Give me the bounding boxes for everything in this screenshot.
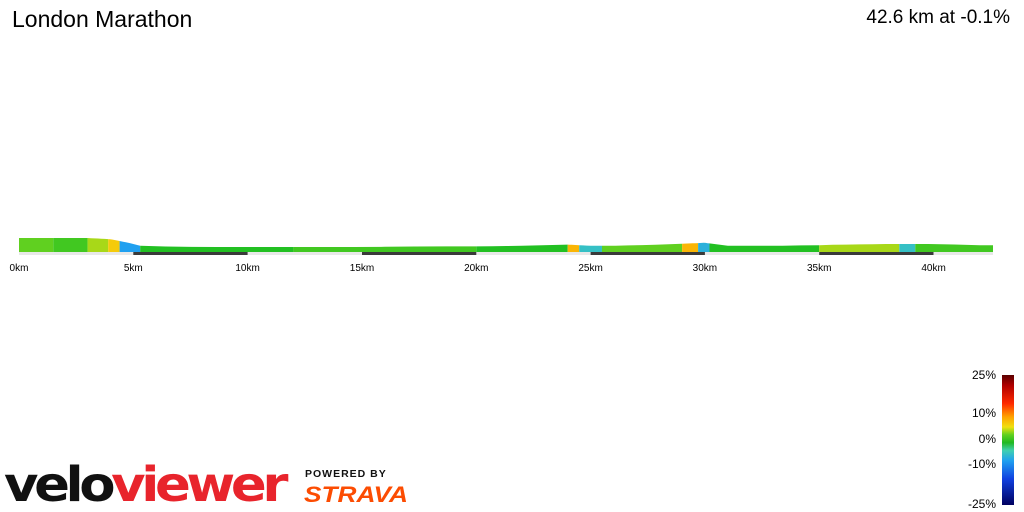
logo-viewer-text: viewer xyxy=(111,457,289,509)
grade-segment xyxy=(53,238,88,252)
profile-baseline xyxy=(19,252,993,255)
distance-band xyxy=(819,252,934,255)
legend-label-10: 10% xyxy=(972,406,996,420)
grade-segment xyxy=(476,244,568,252)
veloviewer-logo: velo viewer xyxy=(4,457,293,509)
grade-segment xyxy=(293,246,477,252)
legend-color-bar xyxy=(1002,375,1014,505)
grade-segment xyxy=(682,243,699,252)
x-tick-label: 25km xyxy=(578,263,602,274)
x-tick-label: 20km xyxy=(464,263,488,274)
x-tick-label: 35km xyxy=(807,263,831,274)
legend-label-minus-25: -25% xyxy=(968,497,996,511)
powered-by-text: POWERED BY xyxy=(305,468,387,480)
distance-band xyxy=(133,252,248,255)
x-tick-label: 15km xyxy=(350,263,374,274)
route-summary: 42.6 km at -0.1% xyxy=(866,7,1010,28)
x-tick-label: 30km xyxy=(693,263,717,274)
powered-by-strava-logo: POWERED BY STRAVA xyxy=(304,468,408,506)
grade-segment xyxy=(915,244,993,252)
grade-segment xyxy=(899,244,916,252)
grade-segment xyxy=(579,245,602,252)
x-tick-label: 40km xyxy=(921,263,945,274)
grade-segment xyxy=(709,243,820,252)
grade-segment xyxy=(567,244,580,252)
x-axis-ticks: 0km 5km 10km 15km 20km 25km 30km 35km 40km xyxy=(10,263,946,274)
page-title: London Marathon xyxy=(12,6,193,32)
strava-wordmark: STRAVA xyxy=(304,482,408,506)
grade-segments xyxy=(19,238,993,252)
logo-velo-text: velo xyxy=(4,457,113,509)
distance-bands xyxy=(133,252,934,255)
grade-segment xyxy=(87,238,109,252)
grade-segment xyxy=(602,243,683,252)
x-tick-label: 10km xyxy=(235,263,259,274)
legend-label-minus-10: -10% xyxy=(968,457,996,471)
grade-segment xyxy=(819,244,900,252)
distance-band xyxy=(362,252,477,255)
grade-color-legend: 25% 10% 0% -10% -25% xyxy=(968,368,1014,511)
grade-segment xyxy=(119,241,141,252)
legend-label-25: 25% xyxy=(972,368,996,382)
x-tick-label: 5km xyxy=(124,263,143,274)
elevation-profile-chart: 0km 5km 10km 15km 20km 25km 30km 35km 40km xyxy=(10,238,993,274)
grade-segment xyxy=(19,238,54,252)
x-tick-label: 0km xyxy=(10,263,29,274)
grade-segment xyxy=(698,242,710,252)
grade-segment xyxy=(108,239,120,252)
legend-label-0: 0% xyxy=(979,432,997,446)
grade-segment xyxy=(140,245,294,252)
distance-band xyxy=(590,252,705,255)
